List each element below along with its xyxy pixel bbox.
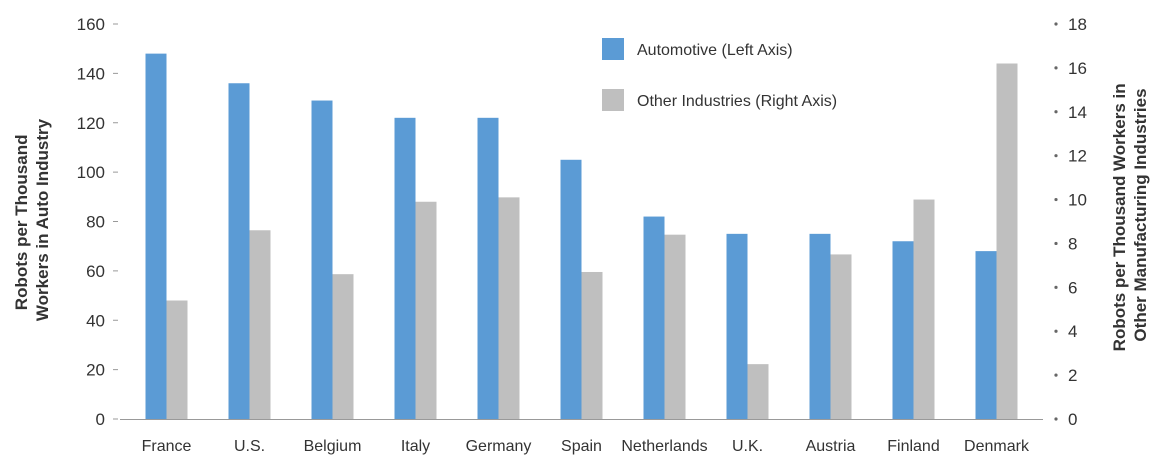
category-label-germany: Germany <box>466 438 532 455</box>
bar-other-denmark <box>996 63 1018 419</box>
category-label-denmark: Denmark <box>964 438 1030 455</box>
category-label-netherlands: Netherlands <box>621 438 707 455</box>
bar-other-italy <box>415 201 437 419</box>
right-tick-mark-14 <box>1054 110 1058 114</box>
right-tick-mark-0 <box>1054 417 1058 421</box>
legend-swatch-other-industries <box>602 89 624 111</box>
left-tick-label-20: 20 <box>86 361 105 380</box>
bar-automotive-uk <box>726 233 748 419</box>
bar-automotive-finland <box>892 241 914 419</box>
right-tick-label-14: 14 <box>1068 103 1087 122</box>
legend-label-automotive: Automotive (Left Axis) <box>637 42 793 59</box>
bar-automotive-italy <box>394 117 416 419</box>
right-tick-label-18: 18 <box>1068 15 1087 34</box>
right-tick-mark-12 <box>1054 154 1058 158</box>
right-tick-label-2: 2 <box>1068 366 1077 385</box>
category-label-uk: U.K. <box>732 438 763 455</box>
bar-automotive-belgium <box>311 100 333 419</box>
left-tick-label-120: 120 <box>77 114 105 133</box>
bar-other-france <box>166 300 188 419</box>
bar-automotive-germany <box>477 117 499 419</box>
right-tick-label-4: 4 <box>1068 322 1077 341</box>
left-tick-label-140: 140 <box>77 64 105 83</box>
right-tick-label-10: 10 <box>1068 191 1087 210</box>
legend-swatch-automotive <box>602 38 624 60</box>
bar-automotive-spain <box>560 159 582 419</box>
right-axis-title: Robots per Thousand Workers in Other Man… <box>1110 79 1150 352</box>
bar-other-finland <box>913 199 935 419</box>
category-label-us: U.S. <box>234 438 265 455</box>
bar-automotive-denmark <box>975 251 997 419</box>
legend-label-other-industries: Other Industries (Right Axis) <box>637 93 837 110</box>
category-label-austria: Austria <box>806 438 856 455</box>
right-tick-mark-18 <box>1054 22 1058 26</box>
category-label-finland: Finland <box>887 438 939 455</box>
right-axis-ticks: 0 2 4 6 8 10 12 14 16 18 <box>1054 15 1087 429</box>
left-axis-title: Robots per Thousand Workers in Auto Indu… <box>12 118 52 321</box>
bar-other-uk <box>747 364 769 419</box>
bar-other-belgium <box>332 274 354 419</box>
left-tick-label-80: 80 <box>86 213 105 232</box>
left-tick-label-160: 160 <box>77 15 105 34</box>
bar-other-netherlands <box>664 234 686 419</box>
left-axis-ticks: 0 20 40 60 80 100 120 140 160 <box>77 15 118 429</box>
legend: Automotive (Left Axis) Other Industries … <box>602 38 837 111</box>
bar-other-germany <box>498 197 520 419</box>
bar-other-us <box>249 230 271 419</box>
right-tick-label-6: 6 <box>1068 278 1077 297</box>
right-tick-mark-8 <box>1054 241 1058 246</box>
right-tick-mark-4 <box>1054 329 1058 333</box>
bar-automotive-netherlands <box>643 216 665 419</box>
category-label-belgium: Belgium <box>304 438 362 455</box>
left-axis-title-line-2: Workers in Auto Industry <box>33 118 52 321</box>
bar-automotive-france <box>145 53 167 419</box>
right-tick-label-8: 8 <box>1068 234 1077 253</box>
bar-other-austria <box>830 254 852 419</box>
right-tick-label-12: 12 <box>1068 147 1087 166</box>
right-axis-title-line-2: Other Manufacturing Industries <box>1131 88 1150 341</box>
category-label-france: France <box>142 438 192 455</box>
bar-automotive-us <box>228 83 250 419</box>
right-tick-mark-6 <box>1054 285 1058 289</box>
left-axis-title-line-1: Robots per Thousand <box>12 135 31 311</box>
left-tick-label-0: 0 <box>96 410 105 429</box>
category-label-italy: Italy <box>401 438 430 455</box>
bar-automotive-austria <box>809 233 831 419</box>
left-tick-label-100: 100 <box>77 163 105 182</box>
right-axis-title-line-1: Robots per Thousand Workers in <box>1110 83 1129 351</box>
category-labels: France U.S. Belgium Italy Germany Spain Nether… <box>142 438 1030 455</box>
category-label-spain: Spain <box>561 438 602 455</box>
right-tick-mark-16 <box>1054 66 1058 70</box>
bars <box>145 53 1018 419</box>
right-tick-mark-10 <box>1054 197 1058 202</box>
left-tick-label-60: 60 <box>86 262 105 281</box>
right-tick-mark-2 <box>1054 373 1058 377</box>
bar-other-spain <box>581 271 603 419</box>
right-tick-label-0: 0 <box>1068 410 1077 429</box>
left-tick-label-40: 40 <box>86 311 105 330</box>
right-tick-label-16: 16 <box>1068 59 1087 78</box>
